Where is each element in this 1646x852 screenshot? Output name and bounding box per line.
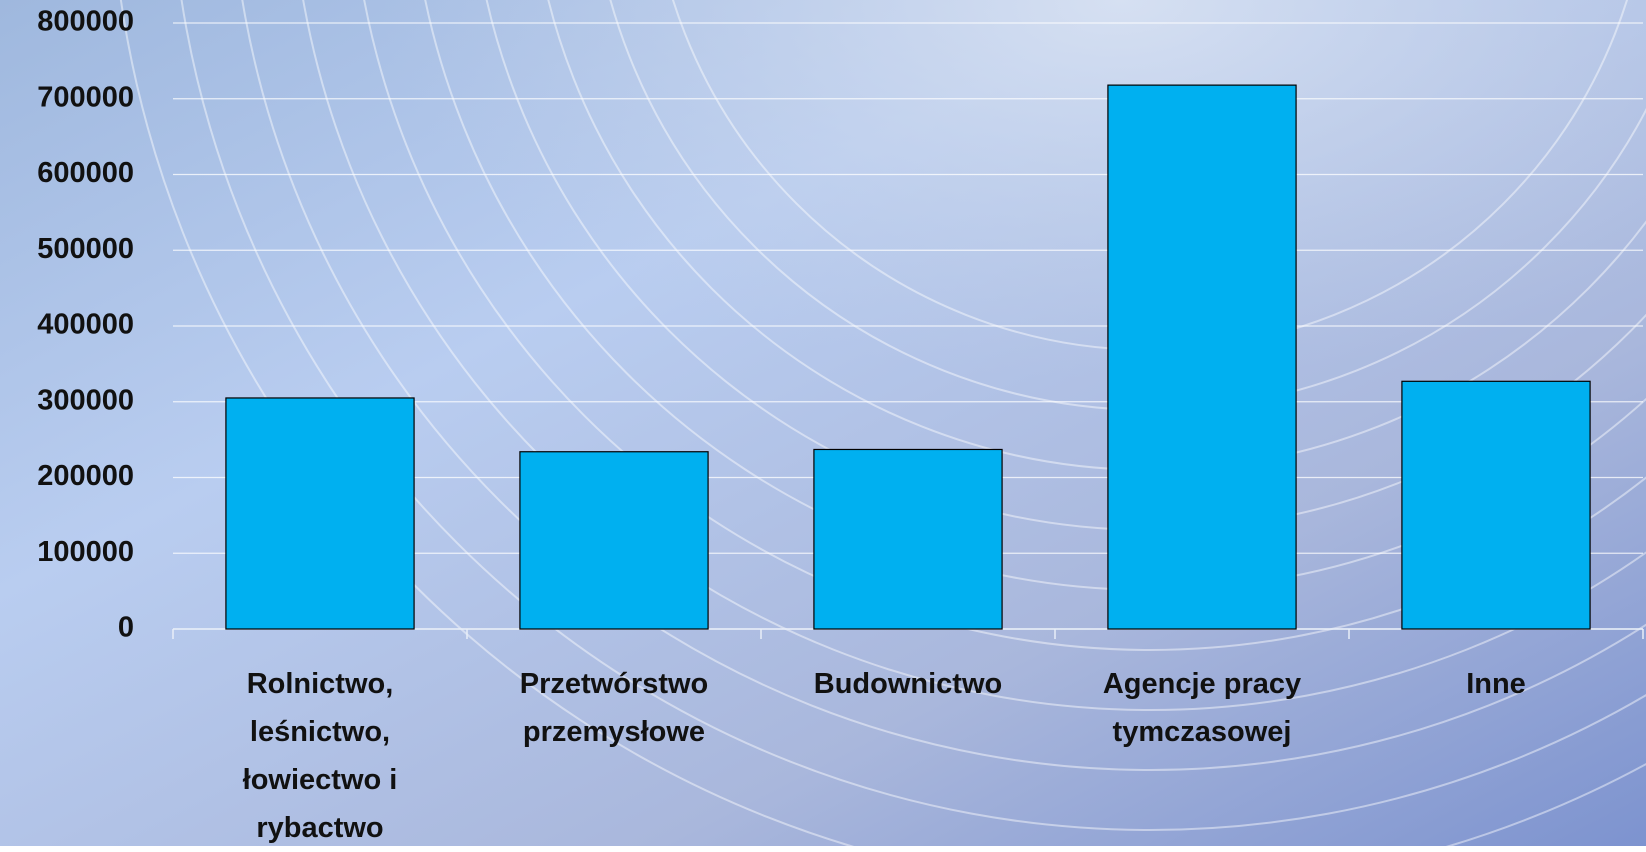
y-tick-label: 700000 — [37, 81, 134, 113]
bar — [1107, 84, 1297, 630]
y-tick-label: 600000 — [37, 157, 134, 189]
x-tick-label: Agencje pracy tymczasowej — [1102, 668, 1302, 748]
bar — [813, 448, 1003, 630]
x-tick-label: Rolnictwo, leśnictwo, łowiectwo i rybact… — [242, 668, 398, 844]
y-tick-label: 800000 — [37, 6, 134, 38]
y-tick-label: 500000 — [37, 233, 134, 265]
y-tick-label: 300000 — [37, 384, 134, 416]
bar — [1401, 380, 1591, 630]
x-tick-label: Przetwórstwo przemysłowe — [519, 668, 709, 748]
x-tick-label: Budownictwo — [813, 668, 1003, 700]
y-tick-label: 200000 — [37, 460, 134, 492]
x-tick-label: Inne — [1466, 668, 1526, 700]
y-tick-label: 0 — [118, 612, 134, 644]
bar — [225, 397, 415, 630]
y-tick-label: 400000 — [37, 309, 134, 341]
bar — [519, 451, 709, 630]
y-tick-label: 100000 — [37, 536, 134, 568]
